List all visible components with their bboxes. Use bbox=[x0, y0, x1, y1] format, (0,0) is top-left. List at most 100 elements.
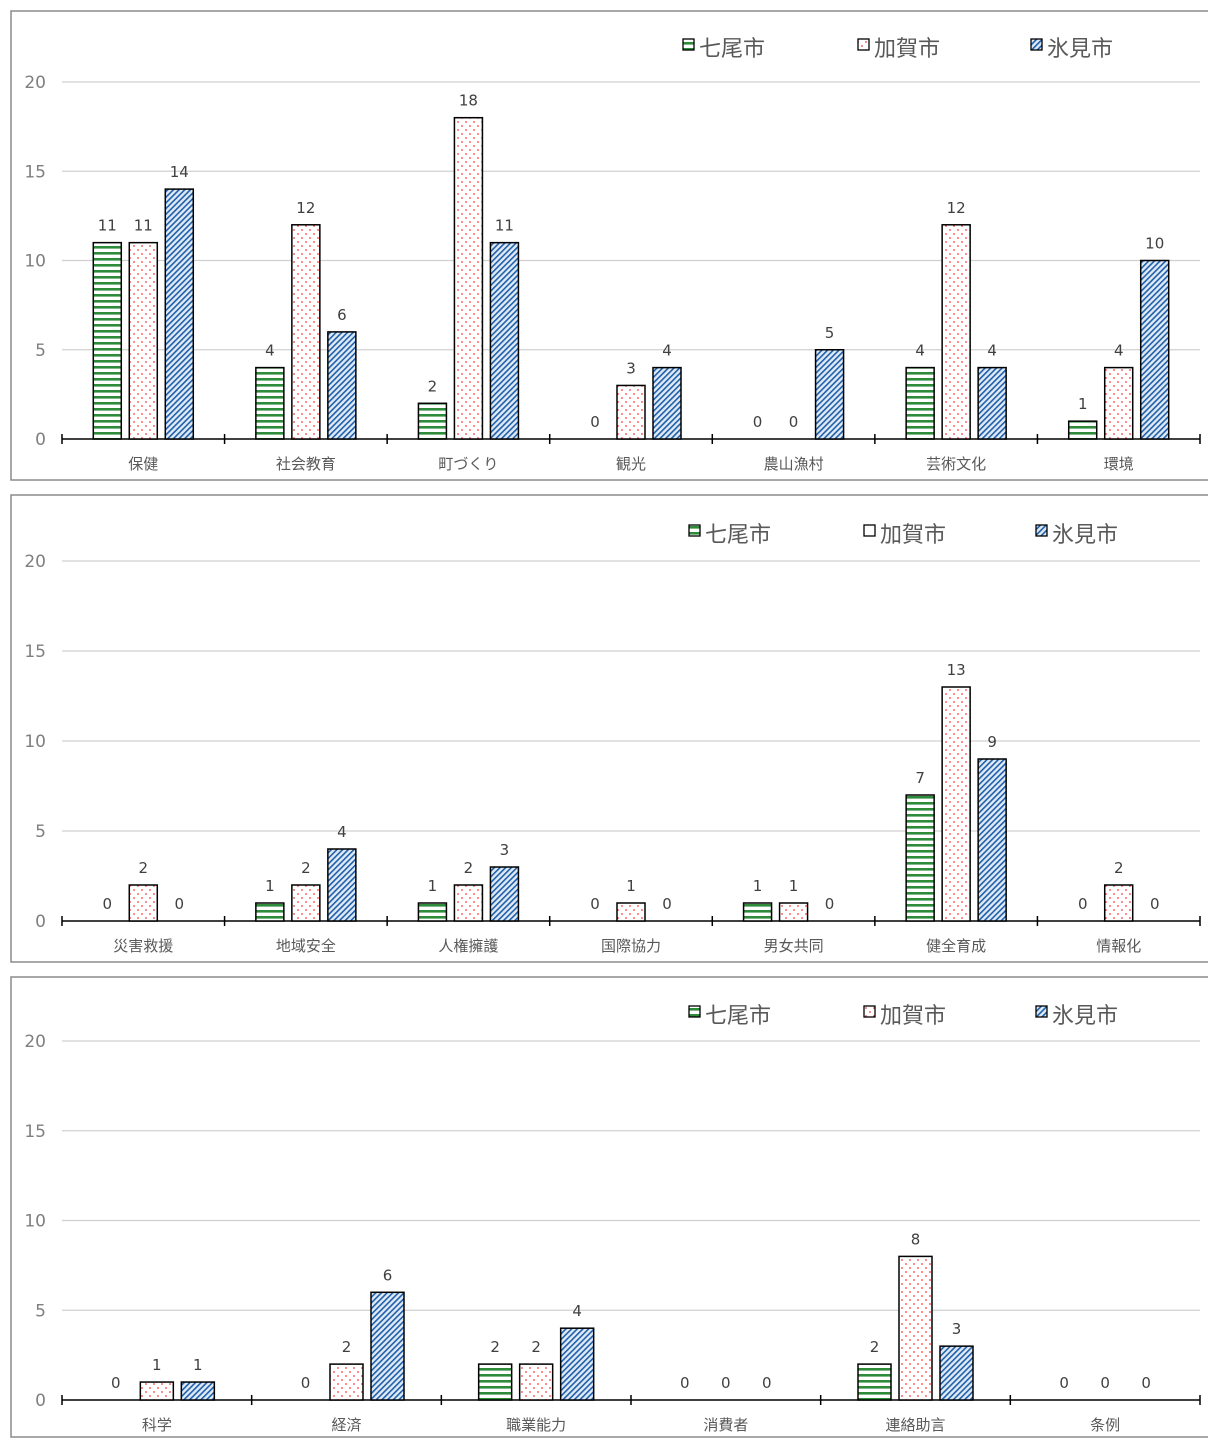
bar-nanao bbox=[255, 902, 285, 922]
data-label: 4 bbox=[572, 1302, 582, 1320]
bar-nanao bbox=[1067, 420, 1098, 440]
bar-himi bbox=[977, 758, 1007, 922]
bar-kaga bbox=[941, 686, 971, 922]
data-label: 0 bbox=[590, 413, 600, 431]
data-label: 7 bbox=[915, 769, 925, 787]
category-label: 社会教育 bbox=[276, 455, 336, 473]
bar-himi bbox=[180, 1381, 216, 1401]
data-label: 5 bbox=[825, 324, 835, 342]
legend-swatch bbox=[688, 524, 701, 537]
bar-kaga bbox=[616, 384, 646, 440]
data-label: 6 bbox=[337, 306, 347, 324]
bar-himi bbox=[559, 1327, 595, 1401]
legend-swatch bbox=[688, 1005, 701, 1018]
bar-kaga bbox=[139, 1381, 175, 1401]
data-label: 4 bbox=[265, 342, 275, 360]
bar-kaga bbox=[453, 884, 484, 922]
category-label: 災害救援 bbox=[113, 937, 173, 955]
y-tick-label: 15 bbox=[24, 162, 46, 182]
data-label: 2 bbox=[301, 859, 311, 877]
bar-nanao bbox=[255, 366, 285, 440]
data-label: 3 bbox=[500, 841, 510, 859]
data-label: 1 bbox=[789, 877, 799, 895]
y-tick-label: 20 bbox=[24, 552, 46, 572]
legend-label: 氷見市 bbox=[1052, 523, 1118, 548]
data-label: 14 bbox=[170, 163, 189, 181]
category-label: 科学 bbox=[142, 1416, 172, 1434]
legend-label: 加賀市 bbox=[880, 1004, 946, 1029]
y-tick-label: 0 bbox=[35, 430, 46, 450]
bar-himi bbox=[489, 866, 520, 922]
category-label: 男女共同 bbox=[764, 937, 824, 955]
y-tick-label: 15 bbox=[24, 642, 46, 662]
y-tick-label: 15 bbox=[24, 1122, 46, 1142]
data-label: 0 bbox=[1100, 1374, 1110, 1392]
bar-nanao bbox=[417, 402, 448, 440]
bar-nanao bbox=[742, 902, 773, 922]
chart-frame bbox=[10, 976, 1208, 1438]
bar-kaga bbox=[453, 116, 484, 440]
category-label: 保健 bbox=[128, 455, 158, 473]
bar-kaga bbox=[128, 241, 159, 440]
bar-nanao bbox=[417, 902, 448, 922]
bar-kaga bbox=[1103, 884, 1134, 922]
data-label: 0 bbox=[680, 1374, 690, 1392]
data-label: 10 bbox=[1145, 235, 1164, 253]
chart-frame bbox=[10, 10, 1208, 481]
y-tick-label: 20 bbox=[24, 73, 46, 93]
bar-kaga bbox=[518, 1363, 554, 1401]
legend-swatch bbox=[1035, 1005, 1048, 1018]
data-label: 2 bbox=[428, 377, 438, 395]
legend-swatch bbox=[1030, 38, 1043, 51]
y-tick-label: 10 bbox=[24, 1212, 46, 1232]
category-label: 観光 bbox=[616, 455, 646, 473]
category-label: 国際協力 bbox=[601, 937, 661, 955]
data-label: 12 bbox=[947, 199, 966, 217]
data-label: 1 bbox=[753, 877, 763, 895]
bar-nanao bbox=[905, 366, 935, 440]
data-label: 0 bbox=[753, 413, 763, 431]
data-label: 1 bbox=[265, 877, 275, 895]
data-label: 0 bbox=[1141, 1374, 1151, 1392]
data-label: 18 bbox=[459, 92, 478, 110]
bar-himi bbox=[939, 1345, 974, 1401]
bar-kaga bbox=[291, 224, 321, 440]
data-label: 0 bbox=[662, 895, 672, 913]
y-tick-label: 5 bbox=[35, 341, 46, 361]
data-label: 4 bbox=[1114, 342, 1124, 360]
legend-label: 七尾市 bbox=[705, 1004, 771, 1029]
data-label: 13 bbox=[947, 661, 966, 679]
legend-swatch bbox=[1035, 524, 1048, 537]
bar-kaga bbox=[898, 1255, 933, 1401]
bar-himi bbox=[1139, 259, 1170, 440]
legend-swatch bbox=[863, 524, 876, 537]
legend-label: 七尾市 bbox=[705, 523, 771, 548]
data-label: 0 bbox=[721, 1374, 731, 1392]
data-label: 0 bbox=[103, 895, 113, 913]
legend-label: 加賀市 bbox=[874, 37, 940, 62]
data-label: 11 bbox=[134, 217, 153, 235]
data-label: 0 bbox=[175, 895, 185, 913]
bar-himi bbox=[814, 349, 845, 440]
data-label: 2 bbox=[531, 1338, 541, 1356]
y-tick-label: 10 bbox=[24, 252, 46, 272]
data-label: 0 bbox=[1078, 895, 1088, 913]
category-label: 地域安全 bbox=[276, 937, 336, 955]
data-label: 1 bbox=[626, 877, 636, 895]
category-label: 条例 bbox=[1090, 1416, 1120, 1434]
chart-panel-1: 0 5 10 15 20 11 11 14 保健 4 12 6 社会教育 2 18 11 町づくり 0 3 4 観光 0 0… bbox=[0, 0, 1208, 484]
data-label: 4 bbox=[337, 823, 347, 841]
bar-himi bbox=[652, 366, 682, 440]
bar-himi bbox=[370, 1291, 405, 1401]
bar-kaga bbox=[778, 902, 809, 922]
data-label: 2 bbox=[342, 1338, 352, 1356]
category-label: 農山漁村 bbox=[764, 455, 824, 473]
data-label: 1 bbox=[193, 1356, 203, 1374]
data-label: 4 bbox=[987, 342, 997, 360]
bar-kaga bbox=[329, 1363, 364, 1401]
data-label: 1 bbox=[1078, 395, 1088, 413]
bar-kaga bbox=[1103, 366, 1134, 440]
bar-himi bbox=[489, 241, 520, 440]
data-label: 2 bbox=[1114, 859, 1124, 877]
